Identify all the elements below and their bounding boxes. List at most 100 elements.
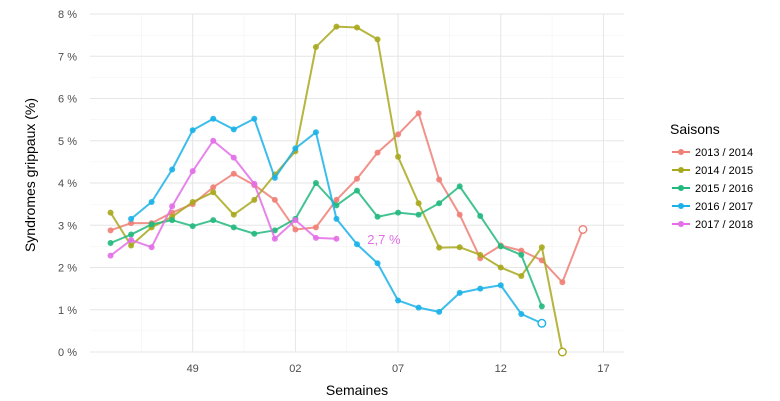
series-point xyxy=(251,196,258,203)
x-axis-title: Semaines xyxy=(326,382,388,398)
series-point xyxy=(395,297,402,304)
series-point-open xyxy=(537,318,547,328)
series-point xyxy=(497,264,504,271)
series-point-open xyxy=(557,347,567,357)
series-point xyxy=(230,154,237,161)
series-point xyxy=(169,203,176,210)
legend-label: 2016 / 2017 xyxy=(695,201,753,213)
series-point xyxy=(477,285,484,292)
series-point xyxy=(415,211,422,218)
series-point xyxy=(107,227,114,234)
y-tick-label: 5 % xyxy=(58,136,77,148)
axis-layer: 0 % 1 % 2 % 3 % 4 % 5 % 6 % 7 % 8 % 49 02 07 12 17 xyxy=(58,9,610,375)
series-point xyxy=(374,213,381,220)
series-point xyxy=(312,43,319,50)
series-point xyxy=(312,234,319,241)
series-point xyxy=(374,149,381,156)
series-line xyxy=(110,182,543,307)
x-tick-label: 02 xyxy=(289,363,301,375)
series-point xyxy=(107,252,114,259)
series-point xyxy=(107,239,114,246)
y-axis-title: Syndromes grippaux (%) xyxy=(22,98,38,252)
legend: Saisons 2013 / 2014 2014 / 2015 2015 / 201… xyxy=(670,121,753,231)
y-tick-label: 1 % xyxy=(58,305,77,317)
series-point xyxy=(374,36,381,43)
series-point xyxy=(436,200,443,207)
y-tick-label: 6 % xyxy=(58,94,77,106)
series-layer: 2,7 % xyxy=(107,23,588,357)
series-point xyxy=(538,244,545,251)
series-point xyxy=(436,244,443,251)
series-point xyxy=(292,226,299,233)
series-point xyxy=(210,184,217,191)
series-point xyxy=(128,215,135,222)
y-tick-label: 4 % xyxy=(58,178,77,190)
series-point xyxy=(436,176,443,183)
series-point xyxy=(333,235,340,242)
series-point xyxy=(518,251,525,258)
series-point xyxy=(128,231,135,238)
series-point xyxy=(251,230,258,237)
series-point xyxy=(148,199,155,206)
y-tick-label: 7 % xyxy=(58,51,77,63)
series-point xyxy=(271,174,278,181)
series-point xyxy=(415,200,422,207)
series-point xyxy=(312,129,319,136)
legend-key-point xyxy=(678,203,684,209)
series-point xyxy=(251,115,258,122)
series-point xyxy=(477,212,484,219)
series-point xyxy=(169,166,176,173)
y-tick-label: 0 % xyxy=(58,347,77,359)
series-point xyxy=(538,303,545,310)
legend-key-point xyxy=(678,149,684,155)
x-tick-label: 17 xyxy=(597,363,609,375)
series-point xyxy=(128,220,135,227)
y-tick-label: 2 % xyxy=(58,263,77,275)
series-point xyxy=(395,209,402,216)
legend-key-point xyxy=(678,167,684,173)
y-tick-label: 8 % xyxy=(58,9,77,21)
series-point xyxy=(251,180,258,187)
legend-key-point xyxy=(678,221,684,227)
series-point xyxy=(497,282,504,289)
series-point xyxy=(210,137,217,144)
series-point xyxy=(292,145,299,152)
series-point xyxy=(497,243,504,250)
series-point xyxy=(210,189,217,196)
series-point xyxy=(210,115,217,122)
x-tick-label: 12 xyxy=(495,363,507,375)
legend-label: 2015 / 2016 xyxy=(695,183,753,195)
series-point xyxy=(271,196,278,203)
series-point xyxy=(354,187,360,194)
series-point xyxy=(436,308,443,315)
series-point xyxy=(230,126,237,133)
x-tick-label: 49 xyxy=(187,363,199,375)
series-point xyxy=(169,217,176,224)
x-tick-label: 07 xyxy=(392,363,404,375)
grid-layer xyxy=(90,13,624,353)
series-point xyxy=(415,304,422,311)
series-point xyxy=(189,127,196,134)
series-point xyxy=(312,224,319,231)
series-point xyxy=(395,153,402,160)
series-point xyxy=(354,24,360,31)
legend-title: Saisons xyxy=(670,121,720,137)
series-point xyxy=(333,215,340,222)
series-point xyxy=(271,227,278,234)
series-point xyxy=(477,251,484,258)
series-point xyxy=(128,242,135,249)
series-point xyxy=(518,310,525,317)
series-point xyxy=(415,110,422,117)
series-point xyxy=(354,241,360,248)
series-point xyxy=(189,168,196,175)
series-point xyxy=(456,211,463,218)
series-point xyxy=(210,217,217,224)
legend-label: 2014 / 2015 xyxy=(695,165,753,177)
series-point-open xyxy=(578,224,588,234)
series-point xyxy=(312,180,319,186)
series-point xyxy=(456,244,463,251)
series-point xyxy=(354,175,360,182)
series-point xyxy=(107,209,114,216)
